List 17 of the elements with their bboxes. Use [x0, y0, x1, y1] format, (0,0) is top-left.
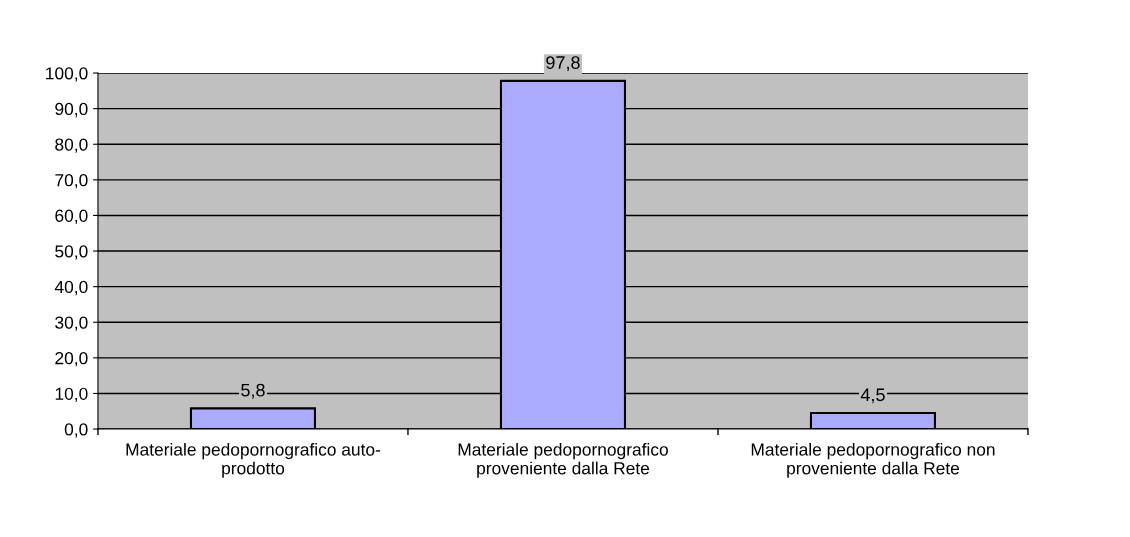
y-tick-label: 100,0 [46, 67, 88, 82]
x-tick-label: Materiale pedopornografico auto- prodotto [126, 442, 381, 478]
y-tick-label: 70,0 [55, 174, 88, 189]
data-label: 5,8 [241, 383, 265, 399]
y-tick-label: 40,0 [54, 280, 88, 296]
y-tick-label: 90,0 [55, 102, 88, 118]
x-tick-label: Materiale pedopornografico proveniente dalla Rete [458, 442, 668, 478]
y-tick-label: 80,0 [55, 138, 88, 153]
y-tick-label: 10,0 [55, 387, 88, 402]
data-label: 97,8 [546, 56, 580, 72]
y-tick-label: 30,0 [55, 316, 88, 331]
data-label: 4,5 [860, 388, 885, 404]
y-tick-label: 0,0 [64, 423, 88, 438]
x-tick-label: Materiale pedopornografico non proveniente dalla Rete [751, 442, 995, 478]
y-tick-label: 20,0 [55, 352, 88, 367]
y-tick-label: 50,0 [55, 245, 88, 260]
y-tick-label: 60,0 [55, 209, 88, 224]
